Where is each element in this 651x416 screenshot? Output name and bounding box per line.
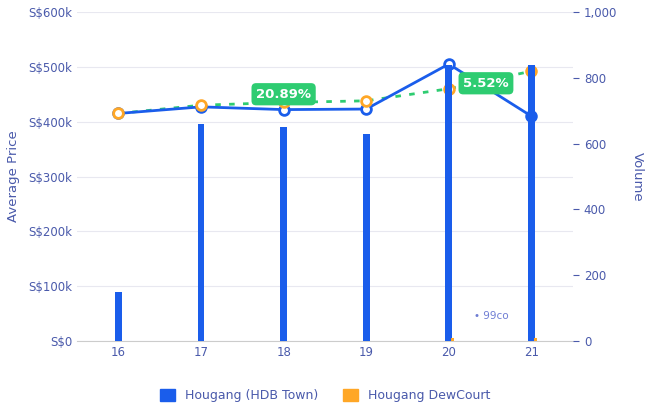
Bar [363,134,370,341]
Bar [528,64,534,341]
Bar [451,339,454,341]
Bar [115,292,122,341]
Y-axis label: Volume: Volume [631,152,644,201]
Text: 5.52%: 5.52% [463,77,509,90]
Bar [445,64,452,341]
Text: • 99co: • 99co [473,311,508,322]
Bar [534,339,537,341]
Bar [281,127,287,341]
Legend: Hougang (HDB Town), Hougang DewCourt: Hougang (HDB Town), Hougang DewCourt [154,384,495,407]
Y-axis label: Average Price: Average Price [7,131,20,223]
Bar [198,124,204,341]
Text: 20.89%: 20.89% [256,88,311,101]
